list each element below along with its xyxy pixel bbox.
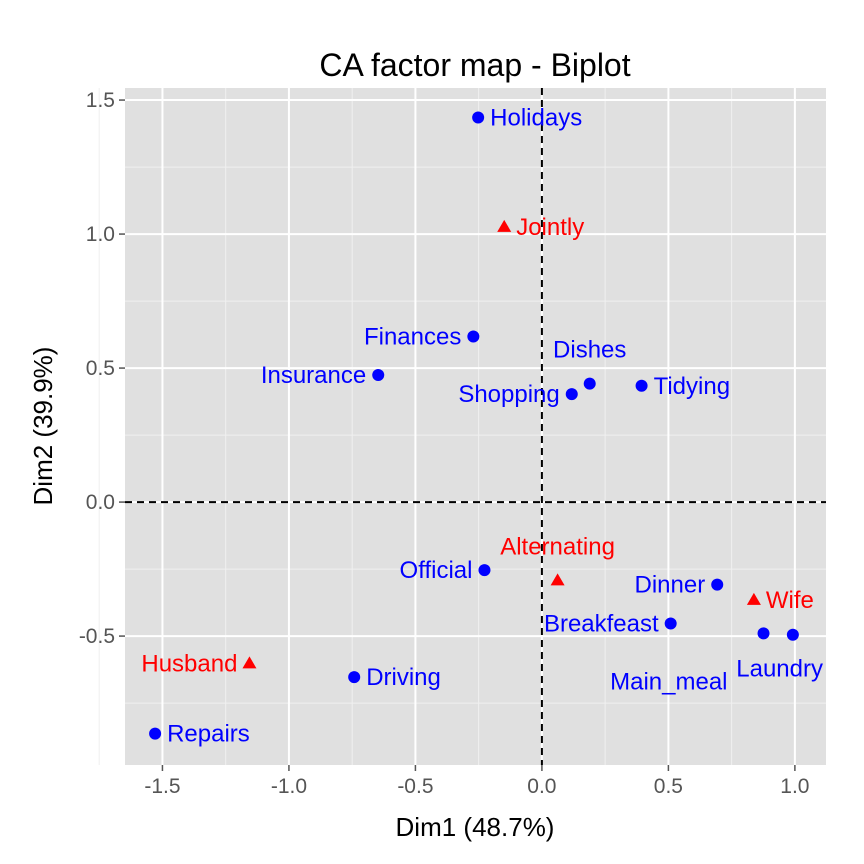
- point-label: Alternating: [500, 533, 615, 560]
- point-label: Repairs: [167, 721, 250, 748]
- point-repairs: [149, 727, 162, 740]
- plot-panel: [125, 88, 826, 765]
- y-tick-label: 0.5: [86, 357, 115, 380]
- point-finances: [467, 330, 480, 343]
- point-laundry: [786, 628, 799, 641]
- reference-lines: [125, 88, 826, 765]
- point-holidays: [472, 111, 485, 124]
- point-labels: Laundry Main_meal Dinner Breakfeast Tidying D…: [141, 104, 823, 747]
- x-axis-label: Dim1 (48.7%): [396, 812, 555, 842]
- point-alternating: [550, 573, 565, 586]
- point-insurance: [372, 369, 385, 382]
- y-axis-label: Dim2 (39.9%): [28, 347, 58, 506]
- point-label: Official: [400, 557, 473, 584]
- point-label: Laundry: [736, 656, 823, 683]
- point-jointly: [497, 219, 512, 232]
- point-label: Driving: [366, 664, 441, 691]
- points: [149, 111, 799, 740]
- y-tick-label: 1.0: [86, 223, 115, 246]
- point-main_meal: [757, 627, 770, 640]
- point-label: Jointly: [516, 214, 584, 241]
- point-label: Insurance: [261, 362, 366, 389]
- chart-title: CA factor map - Biplot: [319, 47, 630, 83]
- point-tidying: [635, 379, 648, 392]
- point-shopping: [565, 388, 578, 401]
- point-label: Dinner: [635, 572, 706, 599]
- point-label: Husband: [141, 650, 237, 677]
- x-tick-label: -1.5: [144, 775, 180, 798]
- point-label: Shopping: [458, 381, 559, 408]
- point-label: Wife: [766, 587, 814, 614]
- point-driving: [348, 671, 361, 684]
- point-wife: [746, 592, 761, 605]
- x-tick-label: 0.0: [527, 775, 556, 798]
- point-dishes: [583, 377, 596, 390]
- point-label: Tidying: [654, 373, 730, 400]
- y-tick-label: 0.0: [86, 491, 115, 514]
- point-husband: [242, 656, 257, 669]
- point-label: Breakfeast: [544, 610, 659, 637]
- point-official: [478, 564, 491, 577]
- point-label: Finances: [364, 323, 461, 350]
- x-tick-label: -1.0: [271, 775, 307, 798]
- axes: -1.5 -1.0 -0.5 0.0 0.5 1.0 -0.5 0.0 0.5 1.0 1.5: [79, 89, 810, 798]
- x-tick-label: 1.0: [780, 775, 809, 798]
- y-tick-label: -0.5: [79, 625, 115, 648]
- point-label: Holidays: [490, 104, 582, 131]
- point-breakfeast: [664, 617, 677, 630]
- point-label: Dishes: [553, 337, 626, 364]
- y-tick-label: 1.5: [86, 89, 115, 112]
- point-dinner: [711, 578, 724, 591]
- x-tick-label: -0.5: [397, 775, 433, 798]
- point-label: Main_meal: [610, 668, 727, 695]
- x-tick-label: 0.5: [654, 775, 683, 798]
